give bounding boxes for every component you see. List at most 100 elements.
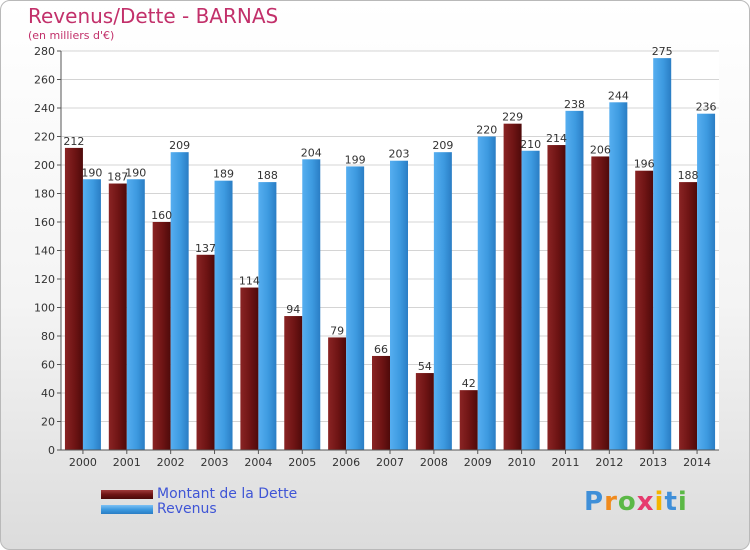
data-label-revenus-2001: 190 bbox=[125, 166, 146, 179]
y-tick-label: 200 bbox=[34, 159, 55, 172]
y-tick-label: 120 bbox=[34, 273, 55, 286]
y-tick-label: 220 bbox=[34, 131, 55, 144]
data-label-dette-2000: 212 bbox=[63, 135, 84, 148]
data-label-revenus-2014: 236 bbox=[696, 101, 717, 114]
chart-subtitle: (en milliers d'€) bbox=[28, 29, 115, 42]
x-tick-label: 2004 bbox=[244, 456, 272, 469]
y-tick-label: 0 bbox=[48, 444, 55, 457]
data-label-revenus-2002: 209 bbox=[169, 139, 190, 152]
data-label-revenus-2005: 204 bbox=[301, 146, 322, 159]
data-label-dette-2005: 94 bbox=[286, 303, 300, 316]
logo-letter: r bbox=[604, 487, 618, 517]
legend-label-dette: Montant de la Dette bbox=[157, 486, 298, 502]
bar-revenus-2002 bbox=[170, 152, 189, 451]
x-tick-label: 2009 bbox=[464, 456, 492, 469]
data-label-revenus-2000: 190 bbox=[81, 166, 102, 179]
data-label-revenus-2003: 189 bbox=[213, 168, 234, 181]
bar-revenus-2003 bbox=[214, 180, 233, 451]
x-tick-label: 2000 bbox=[69, 456, 97, 469]
x-tick-label: 2002 bbox=[157, 456, 185, 469]
bar-revenus-2011 bbox=[565, 110, 584, 450]
bar-revenus-2006 bbox=[346, 166, 365, 451]
x-tick-label: 2014 bbox=[683, 456, 711, 469]
bar-dette-2012 bbox=[591, 156, 610, 450]
bar-dette-2009 bbox=[459, 390, 478, 450]
logo-letter: x bbox=[636, 487, 655, 517]
bar-revenus-2010 bbox=[521, 150, 540, 450]
data-label-dette-2003: 137 bbox=[195, 242, 216, 255]
logo-letter: t bbox=[664, 487, 678, 517]
x-tick-label: 2008 bbox=[420, 456, 448, 469]
logo-letter: i bbox=[677, 487, 688, 517]
logo-letter: o bbox=[617, 487, 637, 517]
bar-revenus-2004 bbox=[258, 182, 277, 450]
data-label-revenus-2008: 209 bbox=[432, 139, 453, 152]
data-label-dette-2009: 42 bbox=[462, 377, 476, 390]
bar-revenus-2008 bbox=[433, 152, 452, 451]
y-tick-label: 160 bbox=[34, 216, 55, 229]
logo-letter: P bbox=[584, 487, 605, 517]
y-tick-label: 80 bbox=[41, 330, 55, 343]
bar-revenus-2014 bbox=[697, 113, 716, 450]
x-tick-label: 2001 bbox=[113, 456, 141, 469]
logo-letter: i bbox=[654, 487, 665, 517]
x-tick-label: 2013 bbox=[639, 456, 667, 469]
data-label-revenus-2006: 199 bbox=[345, 153, 366, 166]
bar-dette-2013 bbox=[635, 170, 654, 450]
data-label-dette-2008: 54 bbox=[418, 360, 432, 373]
y-tick-label: 180 bbox=[34, 188, 55, 201]
bar-revenus-2009 bbox=[477, 136, 496, 450]
bar-revenus-2013 bbox=[653, 58, 672, 450]
data-label-revenus-2013: 275 bbox=[652, 45, 673, 58]
data-label-dette-2001: 187 bbox=[107, 171, 128, 184]
data-label-revenus-2011: 238 bbox=[564, 98, 585, 111]
data-label-dette-2013: 196 bbox=[634, 158, 655, 171]
data-label-dette-2010: 229 bbox=[502, 111, 523, 124]
x-tick-label: 2006 bbox=[332, 456, 360, 469]
data-label-revenus-2012: 244 bbox=[608, 89, 629, 102]
x-tick-label: 2005 bbox=[288, 456, 316, 469]
y-tick-label: 20 bbox=[41, 416, 55, 429]
bar-dette-2014 bbox=[679, 182, 698, 450]
bar-dette-2008 bbox=[415, 373, 434, 450]
bar-dette-2011 bbox=[547, 145, 566, 451]
legend-label-revenus: Revenus bbox=[157, 501, 217, 517]
bar-dette-2001 bbox=[108, 183, 127, 450]
bar-revenus-2000 bbox=[82, 179, 101, 450]
x-tick-label: 2012 bbox=[595, 456, 623, 469]
bar-dette-2005 bbox=[284, 316, 303, 450]
bar-dette-2007 bbox=[372, 355, 390, 450]
bar-revenus-2001 bbox=[126, 179, 145, 450]
data-label-revenus-2007: 203 bbox=[389, 148, 410, 161]
data-label-dette-2004: 114 bbox=[239, 275, 260, 288]
bar-dette-2006 bbox=[328, 337, 347, 450]
bar-dette-2000 bbox=[64, 147, 83, 450]
x-tick-label: 2003 bbox=[201, 456, 229, 469]
data-label-revenus-2009: 220 bbox=[476, 124, 497, 137]
y-tick-label: 40 bbox=[41, 387, 55, 400]
data-label-dette-2014: 188 bbox=[678, 169, 699, 182]
legend-swatch-dette bbox=[101, 490, 153, 499]
bar-dette-2002 bbox=[152, 222, 171, 450]
bar-dette-2004 bbox=[240, 287, 259, 450]
y-tick-label: 280 bbox=[34, 45, 55, 58]
x-tick-label: 2010 bbox=[508, 456, 536, 469]
bar-dette-2003 bbox=[196, 254, 215, 450]
x-tick-label: 2007 bbox=[376, 456, 404, 469]
bar-revenus-2012 bbox=[609, 102, 628, 451]
proxiti-logo: Proxiti bbox=[584, 487, 688, 517]
data-label-revenus-2004: 188 bbox=[257, 169, 278, 182]
data-label-revenus-2010: 210 bbox=[520, 138, 541, 151]
bar-dette-2010 bbox=[503, 123, 522, 451]
data-label-dette-2011: 214 bbox=[546, 132, 567, 145]
y-tick-label: 60 bbox=[41, 359, 55, 372]
data-label-dette-2012: 206 bbox=[590, 143, 611, 156]
data-label-dette-2006: 79 bbox=[330, 324, 344, 337]
legend-swatch-revenus bbox=[101, 505, 153, 514]
data-label-dette-2007: 66 bbox=[374, 343, 388, 356]
y-tick-label: 240 bbox=[34, 102, 55, 115]
bar-revenus-2007 bbox=[390, 160, 408, 450]
y-tick-label: 260 bbox=[34, 74, 55, 87]
